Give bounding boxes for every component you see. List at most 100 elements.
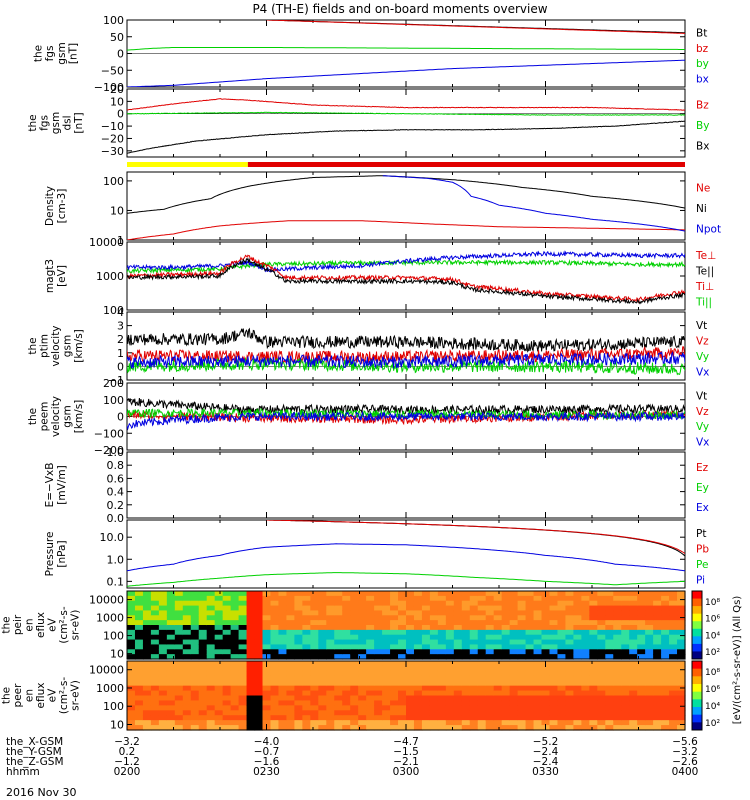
- spectrogram-cell: [605, 675, 614, 682]
- spectrogram-cell: [286, 595, 295, 602]
- spectrogram-cell: [158, 695, 168, 702]
- spectrogram-cell: [477, 620, 487, 626]
- spectrogram-cell: [477, 675, 487, 682]
- spectrogram-cell: [549, 725, 559, 731]
- spectrogram-cell: [653, 649, 662, 655]
- spectrogram-cell: [653, 639, 662, 646]
- spectrogram-cell: [509, 615, 519, 621]
- spectrogram-cell: [637, 685, 646, 692]
- spectrogram-cell: [390, 620, 399, 626]
- spectrogram-cell: [230, 639, 240, 646]
- spectrogram-cell: [318, 720, 327, 726]
- spectrogram-cell: [270, 685, 280, 692]
- legend-entry: bz: [696, 43, 709, 55]
- spectrogram-cell: [653, 610, 662, 616]
- series-line-bx: [127, 59, 685, 87]
- spectrogram-cell: [653, 710, 662, 716]
- spectrogram-cell: [669, 665, 678, 672]
- spectrogram-cell: [182, 620, 192, 626]
- spectrogram-cell: [485, 725, 495, 731]
- spectrogram-cell: [533, 725, 543, 731]
- spectrogram-cell: [461, 600, 471, 607]
- spectrogram-cell: [485, 690, 495, 697]
- y-tick-label: 0: [117, 48, 124, 61]
- spectrogram-cell: [565, 605, 574, 612]
- spectrogram-cell: [406, 685, 415, 692]
- spectrogram-cell: [318, 670, 327, 677]
- spectrogram-cell: [127, 595, 136, 602]
- spectrogram-cell: [398, 610, 407, 616]
- spectrogram-cell: [254, 675, 264, 682]
- spectrogram-cell: [621, 629, 630, 636]
- spectrogram-cell: [214, 654, 224, 660]
- spectrogram-cell: [398, 715, 407, 721]
- spectrogram-cell: [445, 680, 455, 687]
- spectrogram-cell: [629, 639, 638, 646]
- spectrogram-cell: [429, 629, 439, 636]
- spectrogram-cell: [278, 715, 288, 721]
- spectrogram-cell: [302, 634, 311, 641]
- spectrogram-cell: [485, 629, 495, 636]
- spectrogram-cell: [445, 661, 455, 667]
- spectrogram-cell: [350, 695, 359, 702]
- spectrogram-cell: [262, 644, 272, 650]
- spectrogram-cell: [621, 680, 630, 687]
- legend-entry: by: [696, 58, 709, 70]
- spectrogram-cell: [533, 591, 543, 597]
- spectrogram-cell: [541, 615, 551, 621]
- spectrogram-cell: [589, 661, 598, 667]
- spectrogram-cell: [230, 680, 240, 687]
- spectrogram-cell: [286, 610, 295, 616]
- spectrogram-cell: [621, 634, 630, 641]
- spectrogram-cell: [246, 715, 256, 721]
- spectrogram-cell: [645, 680, 654, 687]
- spectrogram-cell: [142, 634, 152, 641]
- spectrogram-cell: [429, 654, 439, 660]
- spectrogram-cell: [541, 629, 551, 636]
- spectrogram-cell: [565, 654, 574, 660]
- spectrogram-cell: [382, 625, 391, 631]
- spectrogram-cell: [134, 629, 144, 636]
- spectrogram-cell: [406, 700, 415, 706]
- spectrogram-cell: [342, 705, 351, 711]
- spectrogram-cell: [214, 634, 224, 641]
- series-line-Vt: [127, 327, 685, 353]
- spectrogram-cell: [413, 680, 423, 687]
- spectrogram-cells: [127, 661, 686, 731]
- spectrogram-cell: [190, 661, 200, 667]
- spectrogram-cell: [294, 644, 303, 650]
- spectrogram-cell: [517, 649, 527, 655]
- spectrogram-cell: [445, 695, 455, 702]
- spectrogram-cell: [621, 625, 630, 631]
- spectrogram-cell: [453, 665, 463, 672]
- spectrogram-cell: [214, 649, 224, 655]
- spectrogram-cell: [669, 605, 678, 612]
- spectrogram-cell: [246, 605, 256, 612]
- spectrogram-cell: [565, 629, 574, 636]
- spectrogram-cell: [517, 665, 527, 672]
- spectrogram-cell: [190, 605, 200, 612]
- spectrogram-cell: [158, 610, 168, 616]
- spectrogram-cell: [509, 710, 519, 716]
- spectrogram-cell: [469, 610, 479, 616]
- spectrogram-cell: [182, 595, 192, 602]
- spectrogram-cell: [565, 595, 574, 602]
- spectrogram-cell: [198, 715, 208, 721]
- spectrogram-cell: [485, 680, 495, 687]
- spectrogram-cell: [350, 610, 359, 616]
- spectrogram-cell: [509, 720, 519, 726]
- spectrogram-cell: [366, 591, 375, 597]
- spectrogram-cell: [198, 670, 208, 677]
- legend-entry: Ex: [696, 502, 709, 514]
- spectrogram-cell: [509, 610, 519, 616]
- spectrogram-cell: [677, 591, 686, 597]
- spectrogram-cell: [206, 595, 216, 602]
- spectrogram-cell: [453, 620, 463, 626]
- spectrogram-cell: [429, 595, 439, 602]
- y-axis-label-line: gsm: [62, 405, 74, 427]
- spectrogram-cell: [677, 600, 686, 607]
- spectrogram-cell: [358, 600, 367, 607]
- spectrogram-cell: [334, 600, 343, 607]
- spectrogram-cell: [573, 654, 582, 660]
- spectrogram-cell: [150, 595, 160, 602]
